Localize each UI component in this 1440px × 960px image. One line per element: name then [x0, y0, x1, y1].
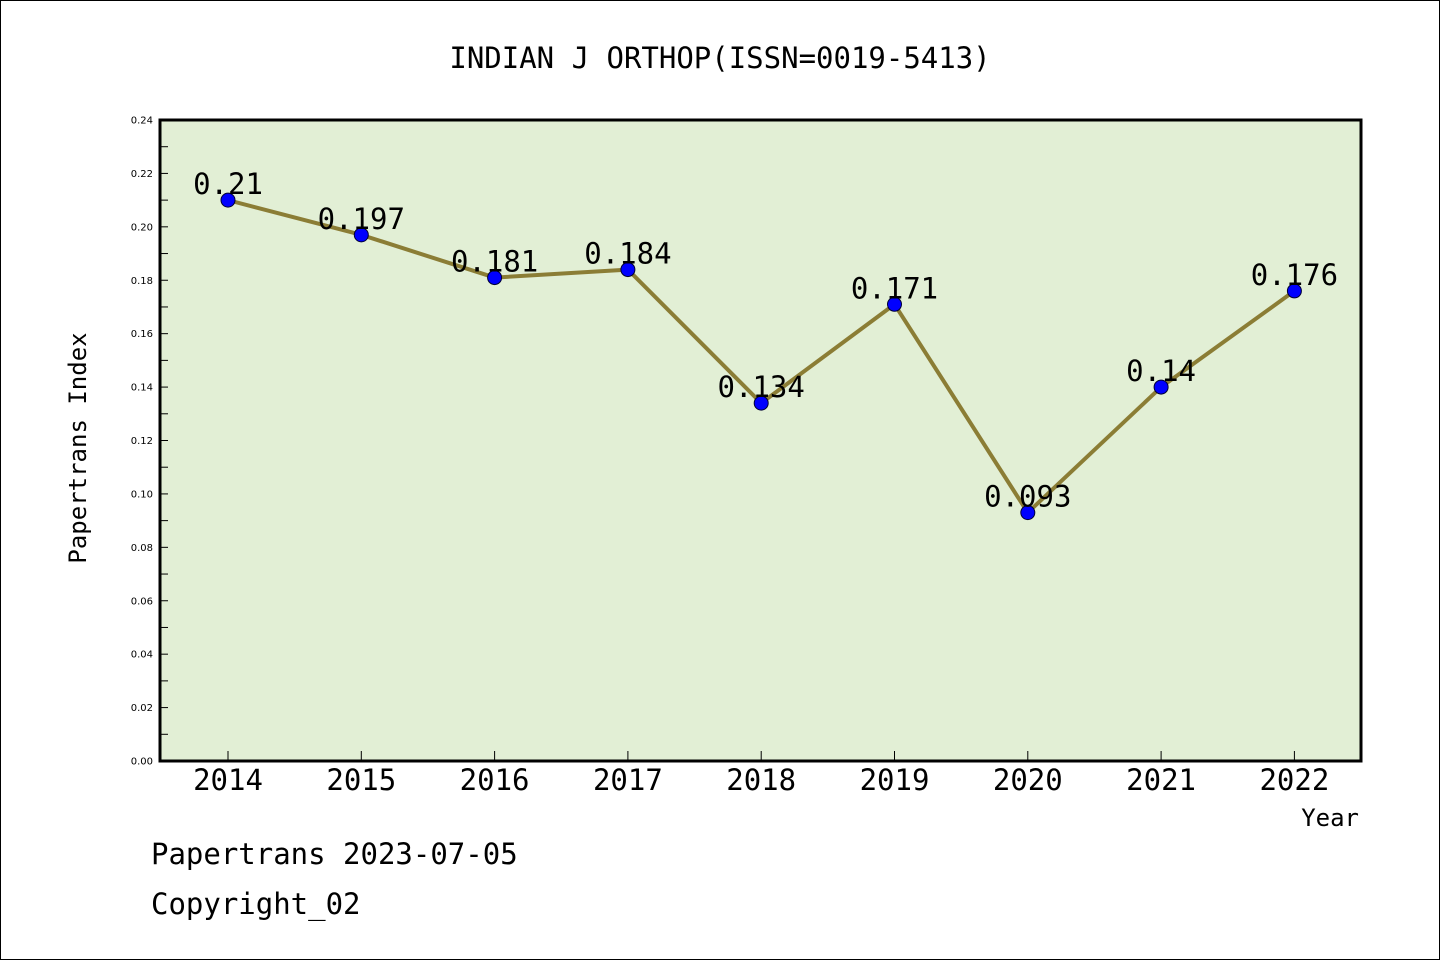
- plot-area: [160, 120, 1361, 761]
- data-label: 0.21: [193, 167, 263, 201]
- data-label: 0.171: [851, 271, 938, 305]
- data-point: [620, 262, 636, 278]
- data-point: [887, 296, 902, 312]
- data-point: [1020, 505, 1036, 521]
- y-tick-label: 0.18: [131, 276, 153, 287]
- series-layer: 0.21 0.197 0.181 0.184 0.134 0.171 0.093 0.14 0.…: [193, 167, 1338, 521]
- x-tick-label: 2016: [460, 763, 530, 797]
- y-tick-label: 0.08: [131, 543, 153, 554]
- y-tick-label: 0.06: [131, 596, 153, 607]
- y-tick-label: 0.22: [131, 169, 153, 180]
- data-point: [220, 192, 236, 208]
- x-tick-label: 2021: [1126, 763, 1196, 797]
- y-tick-label: 0.10: [131, 489, 153, 500]
- x-tick-label: 2015: [326, 763, 396, 797]
- y-axis-label: Papertrans Index: [64, 332, 92, 563]
- x-tick-label: 2020: [993, 763, 1063, 797]
- x-axis-label: Year: [1301, 804, 1359, 832]
- y-tick-label: 0.12: [131, 436, 153, 447]
- data-label: 0.093: [984, 480, 1071, 514]
- data-point: [353, 227, 369, 243]
- y-tick-label: 0.16: [131, 329, 153, 340]
- y-tick-label: 0.20: [131, 222, 153, 233]
- y-tick-label: 0.04: [131, 650, 153, 661]
- x-tick-label: 2022: [1259, 763, 1329, 797]
- x-axis-ticks: 2014 2015 2016 2017 2018 2019 2020 2021 2022: [193, 751, 1329, 797]
- data-point: [753, 395, 769, 411]
- data-point: [487, 270, 503, 286]
- footer-date: Papertrans 2023-07-05: [151, 837, 518, 871]
- data-label: 0.184: [584, 237, 671, 271]
- data-label: 0.134: [718, 370, 805, 404]
- data-point: [1153, 379, 1169, 395]
- footer-copyright: Copyright_02: [151, 887, 361, 921]
- x-tick-label: 2014: [193, 763, 263, 797]
- x-tick-label: 2019: [860, 763, 930, 797]
- chart-title: INDIAN J ORTHOP(ISSN=0019-5413): [449, 41, 990, 75]
- plot-border: [158, 118, 1363, 763]
- data-label: 0.14: [1126, 354, 1196, 388]
- data-point: [1286, 283, 1302, 299]
- data-label: 0.197: [318, 202, 405, 236]
- data-label: 0.176: [1251, 258, 1338, 292]
- data-label: 0.181: [451, 245, 538, 279]
- y-tick-label: 0.00: [131, 757, 153, 768]
- y-tick-label: 0.02: [131, 703, 153, 714]
- x-tick-label: 2018: [726, 763, 796, 797]
- y-tick-label: 0.24: [131, 116, 153, 127]
- x-tick-label: 2017: [593, 763, 663, 797]
- y-tick-label: 0.14: [131, 383, 153, 394]
